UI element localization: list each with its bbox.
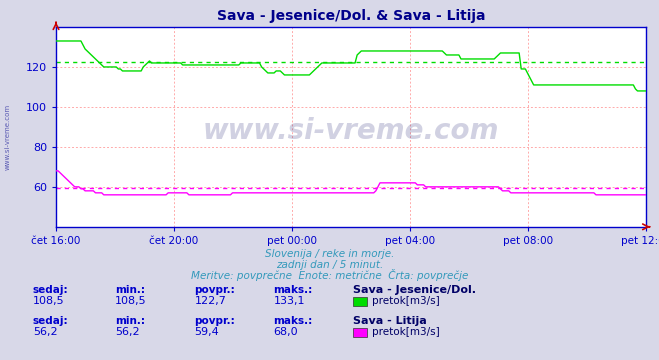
- Text: maks.:: maks.:: [273, 316, 313, 326]
- Text: sedaj:: sedaj:: [33, 316, 69, 326]
- Text: povpr.:: povpr.:: [194, 316, 235, 326]
- Text: 68,0: 68,0: [273, 327, 298, 337]
- Text: 133,1: 133,1: [273, 296, 305, 306]
- Text: min.:: min.:: [115, 285, 146, 296]
- Text: Sava - Litija: Sava - Litija: [353, 316, 426, 326]
- Text: 108,5: 108,5: [33, 296, 65, 306]
- Text: pretok[m3/s]: pretok[m3/s]: [372, 327, 440, 337]
- Text: maks.:: maks.:: [273, 285, 313, 296]
- Text: 122,7: 122,7: [194, 296, 226, 306]
- Text: pretok[m3/s]: pretok[m3/s]: [372, 296, 440, 306]
- Text: Slovenija / reke in morje.: Slovenija / reke in morje.: [265, 249, 394, 260]
- Text: www.si-vreme.com: www.si-vreme.com: [5, 104, 11, 170]
- Text: zadnji dan / 5 minut.: zadnji dan / 5 minut.: [276, 260, 383, 270]
- Text: Meritve: povprečne  Enote: metrične  Črta: povprečje: Meritve: povprečne Enote: metrične Črta:…: [191, 269, 468, 281]
- Text: 59,4: 59,4: [194, 327, 219, 337]
- Text: Sava - Jesenice/Dol.: Sava - Jesenice/Dol.: [353, 285, 476, 296]
- Text: min.:: min.:: [115, 316, 146, 326]
- Text: sedaj:: sedaj:: [33, 285, 69, 296]
- Text: povpr.:: povpr.:: [194, 285, 235, 296]
- Text: 56,2: 56,2: [115, 327, 140, 337]
- Text: www.si-vreme.com: www.si-vreme.com: [203, 117, 499, 145]
- Title: Sava - Jesenice/Dol. & Sava - Litija: Sava - Jesenice/Dol. & Sava - Litija: [217, 9, 485, 23]
- Text: 56,2: 56,2: [33, 327, 57, 337]
- Text: 108,5: 108,5: [115, 296, 147, 306]
